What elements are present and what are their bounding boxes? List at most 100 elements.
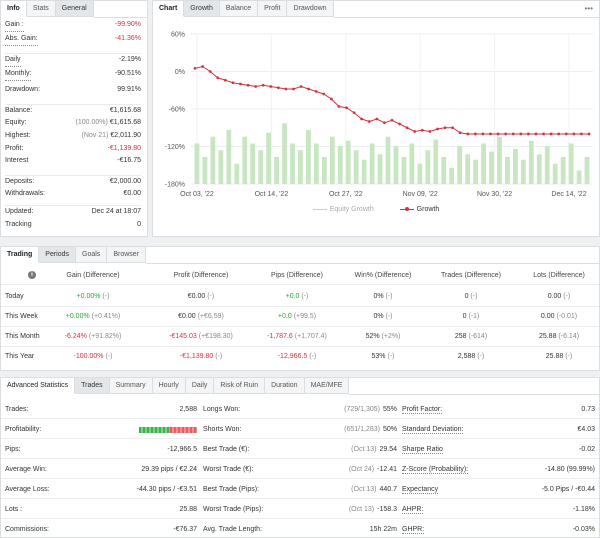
growth-point — [587, 132, 591, 136]
tab-risk-of-ruin[interactable]: Risk of Ruin — [214, 378, 266, 394]
tab-hourly[interactable]: Hourly — [152, 378, 186, 394]
info-row-label: Equity: — [5, 119, 27, 126]
tab-general[interactable]: General — [55, 1, 94, 17]
growth-point — [580, 132, 583, 136]
volume-bar — [552, 163, 558, 184]
info-row-value: -€1,139.80 — [108, 143, 141, 155]
tab-stats[interactable]: Stats — [26, 1, 56, 17]
row-separator — [1, 458, 599, 459]
info-row-label: Profit: — [5, 145, 24, 152]
growth-point — [246, 83, 250, 87]
growth-point — [261, 83, 265, 87]
tab-profit[interactable]: Profit — [258, 1, 288, 17]
periods-panel: Trading Periods Goals Browser i Gain (Di… — [0, 246, 600, 371]
tab-growth[interactable]: Growth — [184, 1, 220, 17]
tab-mae-mfe[interactable]: MAE/MFE — [304, 378, 350, 394]
volume-bar — [512, 148, 518, 184]
period-cell-value: 2,588 — [457, 353, 476, 360]
tab-periods[interactable]: Periods — [39, 247, 77, 263]
period-cell-value: 258 — [454, 333, 467, 340]
growth-point — [231, 81, 235, 85]
stat-note: (Oct 24) — [348, 466, 375, 473]
legend-equity[interactable]: Equity Growth — [312, 206, 376, 213]
info-row-amount: -99.90% — [114, 21, 141, 28]
stat-label: Profit Factor: — [402, 404, 443, 416]
tab-chart[interactable]: Chart — [153, 1, 185, 17]
period-cell-value: 0 — [464, 293, 469, 300]
volume-bar — [560, 157, 566, 184]
tab-browser[interactable]: Browser — [107, 247, 146, 263]
stat-label: GHPR: — [402, 524, 425, 536]
info-separator — [5, 104, 141, 105]
stat-label: Profitability: — [5, 426, 42, 433]
y-tick-label: -180% — [165, 182, 185, 189]
info-row-amount: 99.91% — [117, 86, 141, 93]
tab-daily[interactable]: Daily — [185, 378, 215, 394]
stat-value: (Oct 13) 440.7 — [297, 484, 397, 496]
tab-advanced-statistics[interactable]: Advanced Statistics — [1, 378, 76, 394]
growth-point — [307, 87, 311, 91]
volume-bar — [568, 143, 574, 184]
stat-amount: 55% — [382, 406, 397, 413]
volume-bar — [505, 157, 510, 184]
volume-bar — [449, 167, 455, 184]
growth-point — [511, 132, 515, 136]
growth-point — [292, 87, 295, 91]
period-row-label: This Week — [5, 313, 38, 320]
info-row: Monthly: -90.51% — [5, 68, 141, 81]
stat-value: -14.80 (99.99%) — [544, 466, 595, 473]
tab-summary[interactable]: Summary — [109, 378, 153, 394]
more-menu-icon[interactable]: ••• — [584, 4, 593, 13]
stat-amount: 440.7 — [379, 486, 397, 493]
volume-bar — [544, 146, 550, 184]
tab-info[interactable]: Info — [1, 1, 27, 17]
volume-bar — [218, 150, 224, 184]
info-row-label: Gain : — [5, 19, 24, 32]
tab-drawdown[interactable]: Drawdown — [287, 1, 334, 17]
stat-label-text: Expectancy — [402, 486, 439, 494]
growth-point — [534, 132, 538, 136]
tab-duration[interactable]: Duration — [265, 378, 305, 394]
stat-label-text: AHPR: — [402, 506, 424, 514]
period-cell: +0.00% (-) — [38, 291, 148, 303]
growth-point — [360, 117, 364, 121]
period-cell-diff: (-) — [100, 293, 110, 300]
info-row-value: (Nov 21) €2,011.90 — [82, 130, 141, 142]
info-row: Profit: -€1,139.80 — [5, 143, 141, 155]
stat-label: Sharpe Ratio — [402, 444, 443, 456]
growth-point — [496, 132, 500, 136]
period-cell-diff: (-) — [205, 293, 215, 300]
info-circle-icon[interactable]: i — [28, 271, 36, 279]
legend-growth[interactable]: Growth — [399, 206, 439, 213]
tab-balance[interactable]: Balance — [219, 1, 259, 17]
info-row-note: (100.00%) — [75, 119, 108, 126]
volume-bar — [584, 157, 590, 184]
growth-point — [352, 111, 356, 115]
volume-bar — [290, 143, 295, 184]
growth-point — [572, 132, 576, 136]
tab-goals[interactable]: Goals — [76, 247, 108, 263]
period-cell-value: +0.00% — [76, 293, 101, 300]
info-row-label: Highest: — [5, 132, 31, 139]
info-row-value: €2,000.00 — [110, 176, 141, 188]
volume-bar — [497, 136, 502, 184]
volume-bar — [202, 157, 208, 184]
tab-trading[interactable]: Trading — [1, 247, 40, 263]
period-cell-diff: (-614) — [466, 333, 488, 340]
volume-bar — [433, 139, 439, 184]
volume-bar — [250, 143, 256, 184]
info-row: Highest: (Nov 21) €2,011.90 — [5, 130, 141, 142]
info-row: Withdrawals: €0.00 — [5, 188, 141, 200]
period-cell-value: 0% — [373, 293, 384, 300]
period-cell: 25.88 (-) — [504, 351, 600, 363]
period-cell-diff: (-) — [561, 293, 571, 300]
stat-value: -12,966.5 — [167, 446, 197, 453]
period-header: Win% (Difference) — [354, 272, 412, 279]
period-cell: 0% (-) — [328, 291, 438, 303]
tab-trades[interactable]: Trades — [75, 378, 110, 394]
row-separator — [1, 478, 599, 479]
stat-value: 0.73 — [581, 406, 595, 413]
period-cell-diff: (-) — [307, 353, 317, 360]
stat-value: 15h 22m — [297, 524, 397, 536]
volume-bar — [353, 150, 359, 184]
